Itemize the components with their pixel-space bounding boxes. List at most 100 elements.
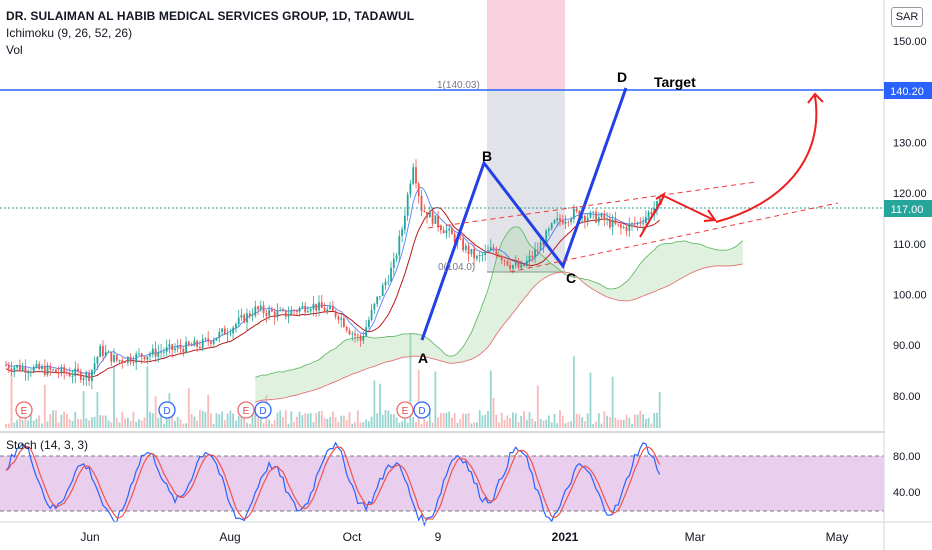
candle[interactable] [639, 217, 642, 228]
candle[interactable] [343, 315, 345, 328]
candle[interactable] [223, 325, 226, 335]
candle[interactable] [287, 306, 290, 324]
candle[interactable] [589, 210, 592, 219]
candle[interactable] [528, 250, 531, 268]
candle[interactable] [290, 306, 293, 315]
candle[interactable] [82, 374, 85, 386]
candle[interactable] [387, 274, 390, 286]
candle[interactable] [243, 313, 246, 324]
candle[interactable] [96, 355, 99, 370]
candle[interactable] [163, 347, 165, 358]
candle[interactable] [24, 359, 27, 381]
candle[interactable] [603, 210, 606, 227]
candle[interactable] [484, 244, 487, 261]
candle[interactable] [409, 180, 412, 198]
candle[interactable] [210, 340, 212, 348]
candle[interactable] [212, 337, 215, 348]
candle[interactable] [531, 250, 534, 262]
candle[interactable] [41, 364, 43, 372]
candle[interactable] [614, 211, 617, 226]
candle[interactable] [60, 364, 63, 377]
candle[interactable] [384, 278, 387, 290]
candle[interactable] [570, 216, 572, 226]
candle[interactable] [606, 212, 608, 226]
time-axis[interactable]: Jun Aug Oct 9 2021 Mar May [80, 530, 848, 544]
candles[interactable] [5, 159, 661, 390]
indicator-volume[interactable]: Vol [6, 43, 23, 57]
candle[interactable] [151, 344, 154, 358]
candle[interactable] [55, 368, 57, 373]
candle[interactable] [564, 215, 567, 230]
candle[interactable] [337, 314, 340, 324]
candle[interactable] [143, 356, 146, 361]
candle[interactable] [517, 257, 520, 270]
candle[interactable] [16, 364, 18, 372]
candle[interactable] [91, 369, 93, 390]
candle[interactable] [77, 363, 79, 377]
event-marker-e[interactable] [237, 401, 255, 419]
candle[interactable] [323, 302, 326, 313]
candle[interactable] [473, 242, 475, 267]
candle[interactable] [417, 181, 420, 204]
candle[interactable] [620, 221, 622, 235]
candle[interactable] [489, 239, 492, 252]
candle[interactable] [5, 360, 7, 367]
candle[interactable] [315, 303, 318, 318]
candle[interactable] [63, 363, 66, 380]
candle[interactable] [71, 369, 74, 384]
candle[interactable] [276, 303, 279, 321]
candle[interactable] [115, 354, 118, 363]
candle[interactable] [193, 336, 196, 347]
candle[interactable] [160, 344, 162, 360]
candle[interactable] [575, 206, 578, 214]
candle[interactable] [279, 306, 282, 312]
candle[interactable] [107, 350, 110, 353]
candle[interactable] [221, 327, 223, 336]
candle[interactable] [57, 366, 60, 379]
candle[interactable] [561, 215, 564, 225]
chart-title[interactable]: DR. SULAIMAN AL HABIB MEDICAL SERVICES G… [6, 9, 415, 23]
candle[interactable] [556, 211, 559, 227]
candle[interactable] [487, 245, 489, 252]
candle[interactable] [124, 361, 126, 364]
candle[interactable] [132, 355, 135, 367]
candle[interactable] [500, 254, 503, 265]
candle[interactable] [196, 339, 198, 353]
candle[interactable] [204, 337, 207, 342]
candle[interactable] [359, 333, 362, 347]
candle[interactable] [348, 327, 351, 336]
candle[interactable] [345, 325, 348, 333]
candle[interactable] [182, 345, 185, 357]
candle[interactable] [365, 320, 367, 337]
candle[interactable] [30, 368, 32, 377]
candle[interactable] [625, 224, 628, 237]
candle[interactable] [207, 331, 210, 347]
candle[interactable] [525, 255, 528, 268]
candle[interactable] [68, 367, 71, 378]
candle[interactable] [412, 163, 415, 186]
candle[interactable] [52, 368, 54, 372]
candle[interactable] [38, 361, 41, 371]
candle[interactable] [74, 361, 77, 384]
candle[interactable] [406, 191, 409, 221]
candle[interactable] [390, 261, 392, 283]
candle[interactable] [379, 296, 381, 301]
candle[interactable] [110, 351, 113, 367]
candle[interactable] [362, 331, 365, 344]
candle[interactable] [229, 328, 232, 337]
candle[interactable] [176, 339, 179, 353]
candle[interactable] [32, 364, 35, 374]
candle[interactable] [284, 310, 287, 320]
candle[interactable] [165, 339, 168, 357]
candle[interactable] [121, 357, 124, 369]
candle[interactable] [645, 210, 647, 227]
candle[interactable] [135, 351, 138, 371]
candle[interactable] [140, 352, 143, 365]
candle[interactable] [642, 216, 644, 231]
candle[interactable] [19, 359, 21, 372]
candle[interactable] [401, 226, 403, 243]
candle[interactable] [536, 242, 539, 256]
event-markers[interactable]: E D E D E D [15, 401, 431, 419]
candle[interactable] [171, 343, 174, 358]
